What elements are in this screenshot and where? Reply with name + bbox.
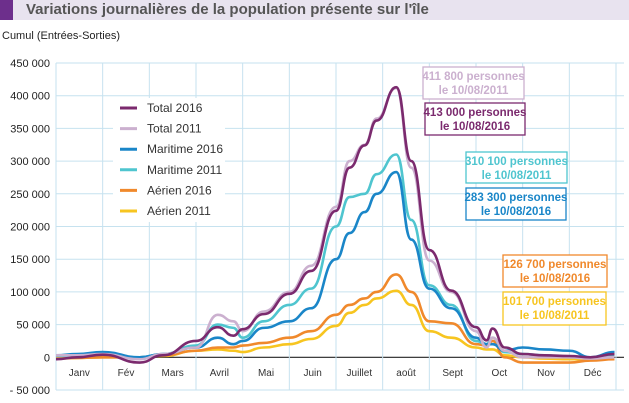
x-tick-label: Avril <box>210 368 229 379</box>
y-tick-label: 400 000 <box>10 91 50 103</box>
annotation-box <box>424 102 526 136</box>
y-tick-label: 150 000 <box>10 254 50 266</box>
y-tick-label: - 50 000 <box>10 385 50 397</box>
y-tick-label: 300 000 <box>10 156 50 168</box>
title-bar: Variations journalières de la population… <box>0 0 629 20</box>
y-tick-label: 50 000 <box>16 320 50 332</box>
x-tick-label: Oct <box>492 368 508 379</box>
annotation-value: 411 800 personnes <box>422 71 524 83</box>
chart-title: Variations journalières de la population… <box>26 1 429 18</box>
y-axis-label: Cumul (Entrées-Sorties) <box>2 30 120 42</box>
x-tick-label: Janv <box>69 368 90 379</box>
annotation-box <box>502 254 608 288</box>
annotation-value: 283 300 personnes <box>465 192 568 204</box>
y-tick-label: 450 000 <box>10 58 50 70</box>
x-tick-label: Déc <box>584 368 602 379</box>
legend-label: Aérien 2011 <box>147 204 211 218</box>
x-tick-label: Nov <box>537 368 555 379</box>
y-tick-label: 200 000 <box>10 222 50 234</box>
annotation-value: 413 000 personnes <box>424 107 527 119</box>
legend-label: Maritime 2016 <box>147 142 223 156</box>
annotation-date: le 10/08/2016 <box>520 273 590 285</box>
title-accent <box>0 0 13 20</box>
x-tick-label: Juillet <box>347 368 373 379</box>
annotation-box <box>465 187 567 221</box>
legend-label: Maritime 2011 <box>147 163 222 177</box>
x-tick-label: Mai <box>258 368 274 379</box>
legend-label: Total 2016 <box>147 101 203 115</box>
x-tick-label: Sept <box>442 368 463 379</box>
annotation-date: le 10/08/2011 <box>439 85 509 97</box>
x-tick-label: Juin <box>303 368 321 379</box>
x-tick-label: Mars <box>162 368 184 379</box>
annotation-box <box>422 66 525 100</box>
legend-label: Total 2011 <box>147 122 202 136</box>
y-tick-label: 350 000 <box>10 123 50 135</box>
legend-background <box>113 98 225 222</box>
annotation-date: le 10/08/2011 <box>482 170 552 182</box>
annotation-date: le 10/08/2016 <box>440 121 510 133</box>
y-tick-label: 0 <box>44 352 50 364</box>
series-line-aerien-2016 <box>55 273 615 364</box>
annotation-box <box>502 291 607 326</box>
annotation-value: 126 700 personnes <box>504 259 607 271</box>
annotation-box <box>465 151 568 184</box>
y-tick-label: 250 000 <box>10 189 50 201</box>
annotation-value: 101 700 personnes <box>503 296 606 308</box>
x-tick-label: août <box>396 368 416 379</box>
legend-label: Aérien 2016 <box>147 183 212 197</box>
annotation-date: le 10/08/2016 <box>481 206 551 218</box>
annotation-value: 310 100 personnes <box>465 156 568 168</box>
series-line-total-2016 <box>55 85 615 364</box>
x-tick-label: Fév <box>118 368 135 379</box>
y-tick-label: 100 000 <box>10 287 50 299</box>
annotation-date: le 10/08/2011 <box>520 310 590 322</box>
